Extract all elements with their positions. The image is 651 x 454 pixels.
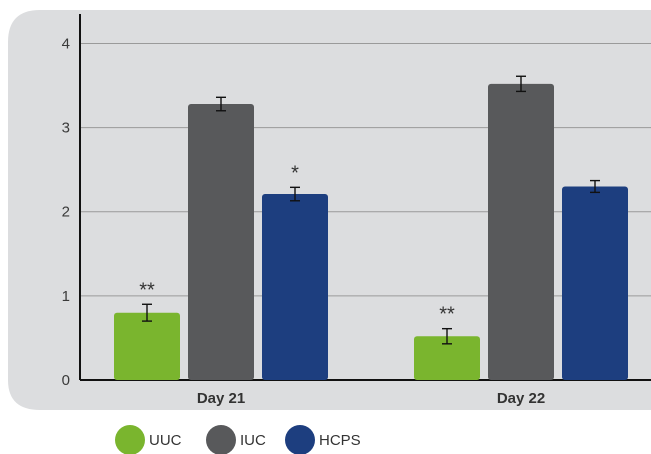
x-category-label-day-21: Day 21 xyxy=(197,390,245,407)
significance-marker: ** xyxy=(139,279,155,301)
legend-label-uuc: UUC xyxy=(149,432,182,449)
bar-iuc-day-21 xyxy=(188,104,254,380)
legend-label-iuc: IUC xyxy=(240,432,266,449)
x-category-label-day-22: Day 22 xyxy=(497,390,545,407)
bar-uuc-day-21 xyxy=(114,313,180,380)
legend: UUC IUC HCPS xyxy=(115,425,361,454)
legend-label-hcps: HCPS xyxy=(319,432,361,449)
y-tick-label-4: 4 xyxy=(62,35,70,52)
chart-background-panel xyxy=(8,10,651,410)
legend-swatch-uuc xyxy=(115,425,145,454)
y-tick-label-3: 3 xyxy=(62,120,70,137)
bar-hcps-day-22 xyxy=(562,186,628,380)
significance-marker: ** xyxy=(439,304,455,326)
legend-swatch-iuc xyxy=(206,425,236,454)
bar-hcps-day-21 xyxy=(262,194,328,380)
y-tick-label-1: 1 xyxy=(62,288,70,305)
bar-iuc-day-22 xyxy=(488,84,554,380)
y-tick-label-0: 0 xyxy=(62,372,70,389)
y-tick-label-2: 2 xyxy=(62,204,70,221)
legend-swatch-hcps xyxy=(285,425,315,454)
significance-marker: * xyxy=(291,162,299,184)
